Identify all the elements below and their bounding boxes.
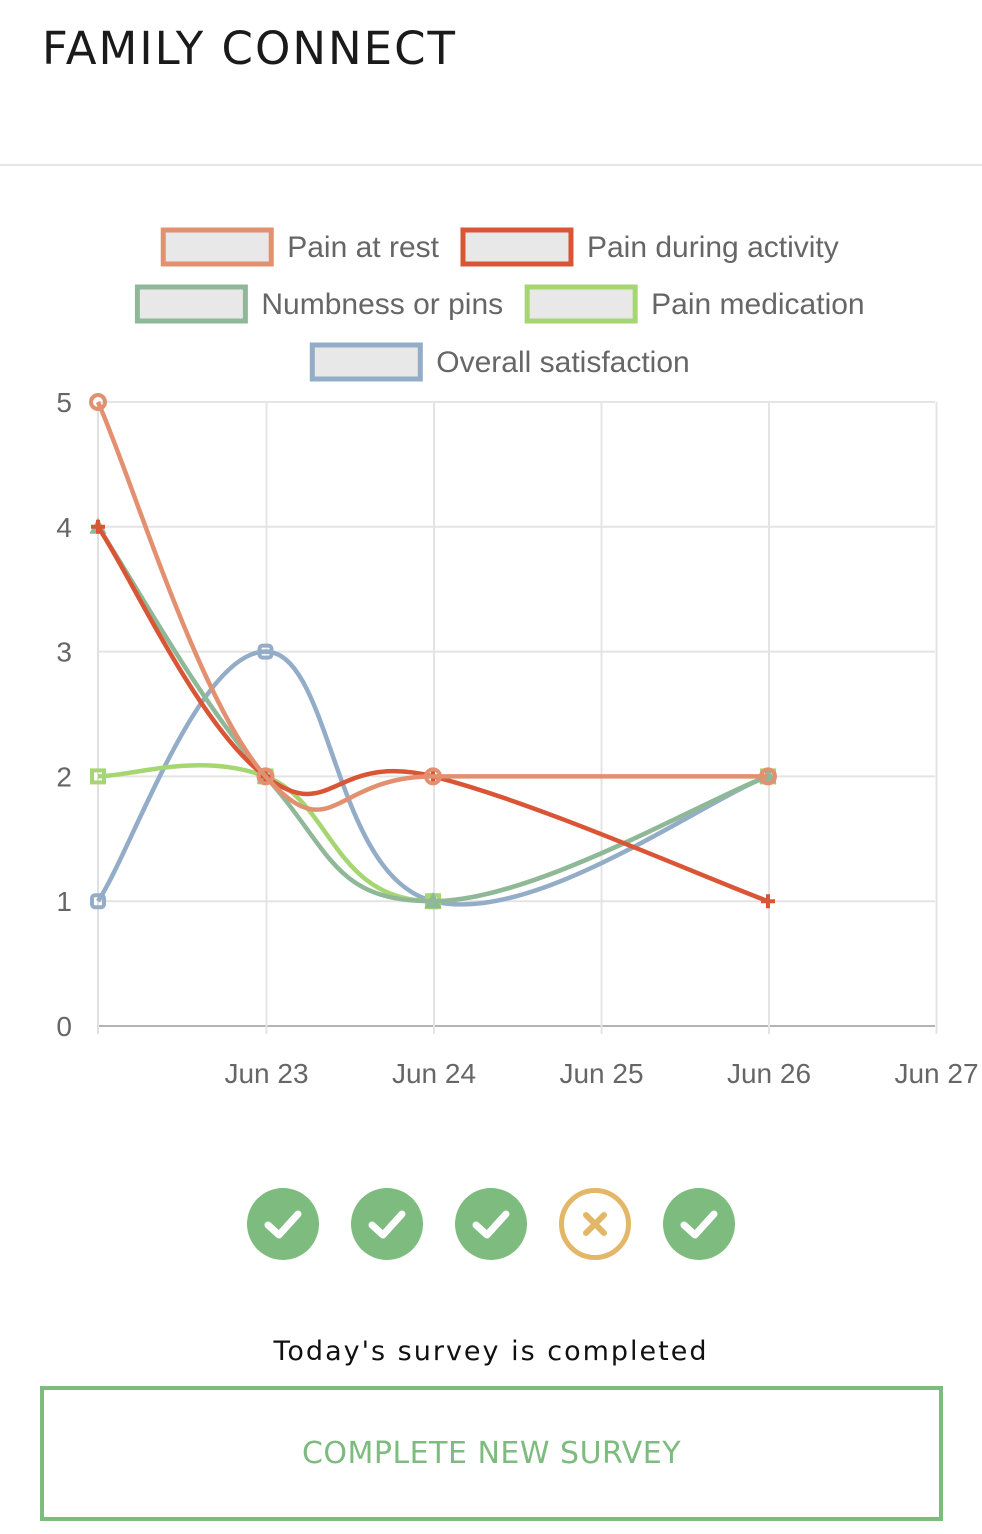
check-icon <box>368 1210 406 1239</box>
data-point <box>89 393 107 411</box>
data-point <box>424 767 442 786</box>
legend-swatch <box>309 342 423 382</box>
x-tick-label: Jun 24 <box>392 1058 476 1089</box>
data-point <box>90 768 106 785</box>
survey-day-status <box>351 1188 423 1260</box>
y-tick-label: 5 <box>56 387 72 418</box>
x-tick-label: Jun 25 <box>559 1058 643 1089</box>
data-point <box>257 643 274 660</box>
x-tick-label: Jun 26 <box>727 1058 811 1089</box>
y-tick-label: 4 <box>56 512 72 543</box>
legend-label: Overall satisfaction <box>436 346 689 379</box>
check-icon <box>472 1210 510 1239</box>
survey-status-message: Today's survey is completed <box>273 1336 709 1367</box>
survey-day-status <box>455 1188 527 1260</box>
survey-day-status <box>559 1188 631 1260</box>
chart-grid <box>97 401 938 1034</box>
data-point <box>759 767 777 786</box>
survey-status-row <box>0 1188 982 1260</box>
legend-item: Pain at rest <box>160 227 440 267</box>
series-line <box>95 401 768 812</box>
check-icon <box>264 1210 302 1239</box>
legend-swatch <box>160 227 274 267</box>
check-icon <box>680 1210 718 1239</box>
survey-day-status <box>247 1188 319 1260</box>
legend-label: Numbness or pins <box>261 288 503 321</box>
y-tick-label: 2 <box>56 761 72 792</box>
x-icon <box>583 1212 607 1236</box>
survey-day-status <box>663 1188 735 1260</box>
series-line <box>96 649 769 907</box>
data-point <box>256 767 275 786</box>
legend-label: Pain at rest <box>287 231 439 264</box>
y-tick-label: 1 <box>56 886 72 917</box>
data-point <box>761 894 775 909</box>
app-header: FAMILY CONNECT <box>0 0 982 166</box>
legend-item: Pain medication <box>524 284 865 324</box>
y-tick-label: 0 <box>56 1011 72 1042</box>
app-title: FAMILY CONNECT <box>42 22 458 75</box>
legend-label: Pain medication <box>651 288 864 321</box>
series-line <box>96 525 769 904</box>
legend-swatch <box>460 227 574 267</box>
legend-swatch <box>524 284 638 324</box>
x-tick-label: Jun 27 <box>894 1058 978 1089</box>
legend-label: Pain during activity <box>587 231 839 264</box>
legend-swatch <box>134 284 248 324</box>
data-point <box>424 892 442 909</box>
legend-item: Numbness or pins <box>134 284 503 324</box>
y-tick-label: 3 <box>56 637 72 668</box>
data-point <box>90 893 106 910</box>
chart-legend: Pain at rest Pain during activity Numbness… <box>134 227 865 382</box>
symptom-chart: 0 1 2 3 4 5 Jun 23 Jun 24 Jun 25 Jun 26 Jun 27 Pain… <box>56 227 979 1089</box>
complete-new-survey-button[interactable]: COMPLETE NEW SURVEY <box>40 1386 943 1521</box>
series-line <box>96 525 769 904</box>
x-tick-label: Jun 23 <box>224 1058 308 1089</box>
legend-item: Pain during activity <box>460 227 839 267</box>
legend-item: Overall satisfaction <box>309 342 690 382</box>
series-pain-at-rest <box>89 393 777 812</box>
data-point <box>91 519 105 534</box>
